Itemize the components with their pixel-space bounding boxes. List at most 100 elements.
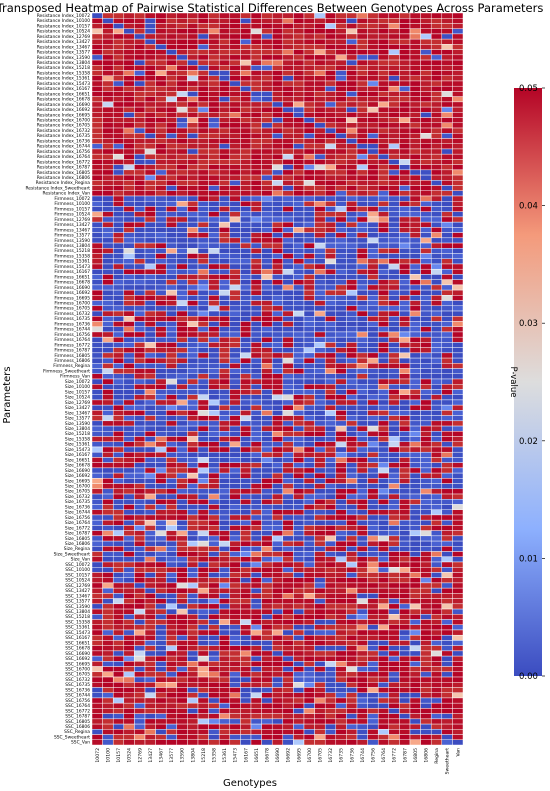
heatmap-cell <box>102 441 114 448</box>
heatmap-cell <box>240 384 252 390</box>
heatmap-cell <box>335 159 347 165</box>
heatmap-cell <box>356 650 368 657</box>
heatmap-cell <box>346 624 358 631</box>
heatmap-cell <box>388 227 400 233</box>
heatmap-cell <box>420 640 432 646</box>
heatmap-cell <box>356 54 368 61</box>
heatmap-cell <box>261 488 273 495</box>
heatmap-cell <box>282 629 294 636</box>
heatmap-cell <box>367 70 379 76</box>
heatmap-cell <box>293 530 305 537</box>
heatmap-cell <box>324 671 337 678</box>
heatmap-cell <box>187 415 199 422</box>
heatmap-cell <box>208 211 220 218</box>
heatmap-cell <box>441 687 453 693</box>
heatmap-cell <box>197 614 209 620</box>
heatmap-cell <box>356 75 368 82</box>
heatmap-cell <box>367 462 379 469</box>
heatmap-cell <box>293 655 305 662</box>
heatmap-cell <box>409 394 421 401</box>
heatmap-cell <box>293 195 305 202</box>
heatmap-cell <box>187 567 199 573</box>
heatmap-cell <box>187 117 199 124</box>
heatmap-cell <box>240 185 252 191</box>
heatmap-cell <box>240 671 252 678</box>
row-label: Resistance Index_13804 <box>37 60 91 66</box>
heatmap-cell <box>324 242 337 249</box>
heatmap-cell <box>420 457 432 463</box>
heatmap-cell <box>165 697 178 704</box>
row-label: Resistance Index_16705 <box>37 123 91 129</box>
heatmap-cell <box>399 739 411 746</box>
heatmap-cell <box>91 342 103 348</box>
heatmap-cell <box>187 289 199 296</box>
heatmap-cell <box>165 352 178 359</box>
heatmap-cell <box>293 671 305 678</box>
heatmap-cell <box>240 352 252 359</box>
heatmap-cell <box>102 420 114 427</box>
heatmap-cell <box>293 734 305 740</box>
heatmap-cell <box>282 300 294 307</box>
heatmap-cell <box>102 645 114 652</box>
heatmap-cell <box>144 195 156 202</box>
heatmap-cell <box>303 342 315 348</box>
heatmap-cell <box>112 159 125 165</box>
heatmap-cell <box>102 378 114 385</box>
heatmap-cell <box>187 640 199 646</box>
heatmap-cell <box>314 661 326 667</box>
heatmap-cell <box>367 436 379 442</box>
heatmap-cell <box>324 509 337 516</box>
heatmap-cell <box>155 232 167 239</box>
heatmap-cell <box>282 295 294 301</box>
heatmap-cell <box>282 546 294 552</box>
heatmap-cell <box>314 274 326 280</box>
heatmap-cell <box>187 268 199 275</box>
heatmap-cell <box>314 577 326 584</box>
heatmap-cell <box>367 54 379 61</box>
heatmap-cell <box>218 284 231 291</box>
heatmap-cell <box>91 629 103 636</box>
heatmap-cell <box>271 718 284 725</box>
heatmap-cell <box>240 718 252 725</box>
heatmap-cell <box>388 85 400 92</box>
heatmap-cell <box>144 373 156 380</box>
heatmap-cell <box>187 530 199 537</box>
heatmap-cell <box>261 682 273 688</box>
heatmap-cell <box>91 106 103 113</box>
heatmap-cell <box>155 164 167 171</box>
heatmap-cell <box>324 493 337 500</box>
heatmap-cell <box>367 718 379 725</box>
heatmap-cell <box>112 556 125 563</box>
heatmap-cell <box>229 608 241 615</box>
heatmap-cell <box>102 368 114 374</box>
heatmap-cell <box>102 713 114 720</box>
heatmap-cell <box>250 122 262 129</box>
heatmap-cell <box>324 645 337 652</box>
heatmap-cell <box>409 18 421 24</box>
heatmap-cell <box>229 713 241 720</box>
heatmap-cell <box>123 702 135 709</box>
heatmap-cell <box>420 352 432 359</box>
heatmap-cell <box>346 634 358 641</box>
heatmap-cell <box>314 519 326 526</box>
heatmap-cell <box>134 75 146 82</box>
heatmap-cell <box>324 96 337 103</box>
heatmap-cell <box>293 127 305 134</box>
heatmap-cell <box>409 284 421 291</box>
heatmap-cell <box>335 326 347 333</box>
heatmap-cell <box>208 509 220 516</box>
heatmap-cell <box>282 713 294 720</box>
heatmap-cell <box>324 499 337 505</box>
heatmap-cell <box>388 514 400 521</box>
heatmap-cell <box>430 650 443 657</box>
heatmap-cell <box>399 478 411 484</box>
heatmap-cell <box>367 331 379 338</box>
heatmap-cell <box>271 85 284 92</box>
heatmap-cell <box>165 410 178 416</box>
heatmap-cell <box>335 363 347 369</box>
heatmap-cell <box>176 629 188 636</box>
heatmap-cell <box>218 305 231 312</box>
heatmap-cell <box>367 253 379 259</box>
heatmap-cell <box>155 216 167 223</box>
heatmap-cell <box>367 514 379 521</box>
